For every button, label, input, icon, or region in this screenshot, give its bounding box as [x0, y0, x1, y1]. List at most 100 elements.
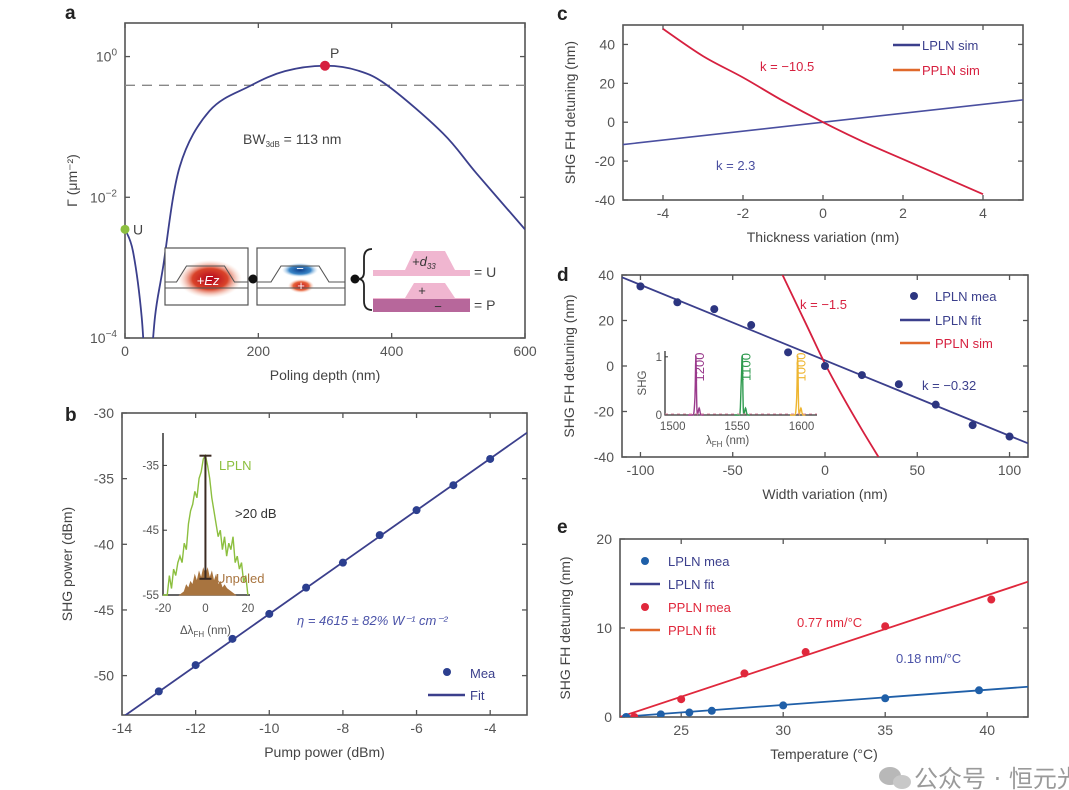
poled-layer	[373, 299, 470, 312]
lpln-fit-line	[622, 276, 1028, 445]
poled-minus: −	[434, 299, 442, 314]
ppln-sim-line	[781, 275, 880, 457]
ridge-outline	[257, 265, 345, 283]
y-tick-label: 10	[596, 620, 612, 636]
y-axis-label: SHG FH detuning (nm)	[557, 556, 573, 699]
x-tick-label: 35	[877, 722, 893, 738]
product-dot	[350, 274, 360, 284]
lpln-spectrum	[163, 453, 249, 596]
legend-marker	[641, 603, 649, 611]
inset-y-tick-label: -55	[142, 590, 159, 602]
inset-y-tick-label: -45	[142, 525, 159, 537]
inset-x-tick-label: 20	[241, 603, 254, 615]
x-tick-label: 200	[247, 343, 271, 359]
measured-point	[302, 583, 311, 592]
lpln-label: LPLN	[219, 458, 252, 473]
lpln-measured-point	[707, 706, 716, 715]
y-tick-label: 20	[599, 75, 615, 91]
gamma-curve	[125, 229, 145, 338]
eq-u-label: = U	[474, 264, 496, 280]
measured-point	[894, 380, 903, 389]
inset-x-tick-label: 0	[202, 603, 208, 615]
shg-peak-1000	[789, 355, 806, 416]
y-tick-label: 40	[599, 36, 615, 52]
ppln-fit-line	[620, 580, 1028, 717]
y-axis-label: SHG power (dBm)	[59, 507, 75, 621]
watermark-text: 公众号 · 恒元光电	[914, 765, 1069, 790]
lpln-measured-point	[881, 694, 890, 703]
inset-y-axis-label: SHG	[637, 370, 649, 395]
measured-point	[191, 661, 200, 670]
measured-point	[265, 609, 274, 618]
measured-point	[673, 298, 682, 307]
x-tick-label: 4	[979, 205, 987, 221]
unpoled-waveguide	[373, 251, 470, 276]
gamma-curve	[152, 64, 525, 338]
axes-frame	[121, 412, 528, 716]
efficiency-annotation: η = 4615 ± 82% W⁻¹ cm⁻²	[297, 613, 448, 628]
peak-label-1100: 1100	[738, 353, 753, 381]
peak-label-1200: 1200	[692, 353, 707, 382]
marker-label-U: U	[133, 221, 143, 237]
y-tick-label: 10−4	[90, 329, 117, 346]
product-dot	[248, 274, 258, 284]
y-axis-label: SHG FH detuning (nm)	[562, 41, 578, 184]
y-tick-label: -20	[594, 404, 614, 420]
x-axis-label: Temperature (°C)	[770, 746, 878, 762]
lpln-slope-label: 0.18 nm/°C	[896, 651, 961, 666]
x-tick-label: 40	[979, 722, 995, 738]
x-tick-label: 600	[513, 343, 537, 359]
measured-point	[375, 531, 384, 540]
watermark: 公众号 · 恒元光电	[879, 765, 1069, 790]
y-axis-label: SHG FH detuning (nm)	[561, 294, 577, 437]
panel-label-d: d	[557, 265, 569, 286]
y-tick-label: -40	[594, 449, 614, 465]
ppln-slope-label: k = −1.5	[800, 297, 847, 312]
legend-ppln-label: PPLN sim	[922, 63, 980, 78]
measured-point	[784, 348, 793, 357]
y-tick-label: 10−2	[90, 188, 117, 205]
plus-label: +	[297, 278, 305, 293]
d33-label: +d33	[412, 254, 436, 271]
ppln-measured-point	[881, 622, 890, 631]
measured-point	[636, 282, 645, 291]
panel-d: -100 -50 0 50 100 -40 -20 0 20 40 Width variation …	[561, 267, 1029, 502]
x-tick-label: 2	[899, 205, 907, 221]
positive-field-lobe	[288, 279, 314, 293]
inset-shg-spectra: 1500 1550 1600 0 1 SHG λFH (nm) 1200 1100 1000	[637, 351, 817, 449]
legend-label: PPLN mea	[668, 600, 732, 615]
y-axis-label: Γ (μm⁻²)	[64, 154, 80, 207]
inset-y-tick-label: 0	[656, 410, 662, 422]
measured-point	[710, 305, 719, 314]
measured-point	[1005, 432, 1014, 441]
y-tick-label: 100	[96, 48, 118, 65]
panel-a: 0 200 400 600 10−4 10−2 100 Poling depth (nm) Γ …	[64, 22, 537, 383]
x-tick-label: -4	[657, 205, 670, 221]
ppln-slope-label: k = −10.5	[760, 59, 814, 74]
wechat-icon-bubble	[893, 775, 911, 789]
x-tick-label: 400	[380, 343, 404, 359]
peak-label-1000: 1000	[794, 353, 809, 382]
y-tick-label: 20	[598, 313, 614, 329]
brace	[357, 248, 373, 311]
y-tick-label: 0	[607, 114, 615, 130]
x-tick-label: -10	[259, 720, 279, 736]
inset-spectrum: -20 0 20 -55 -45 -35 ΔλFH (nm) LPLN >20 dB Unpole…	[142, 433, 277, 639]
x-tick-label: 100	[998, 462, 1022, 478]
measured-point	[228, 634, 237, 643]
inset-y-tick-label: -35	[142, 460, 159, 472]
x-tick-label: -12	[186, 720, 206, 736]
inset-x-tick-label: 1500	[660, 421, 686, 433]
legend-fit-label: Fit	[470, 688, 485, 703]
y-tick-label: -40	[94, 536, 114, 552]
eq-p-label: = P	[474, 297, 495, 313]
mode-schematic: +Ez−++d33 = U+− = P	[164, 247, 496, 314]
shg-peak-1100	[734, 355, 751, 416]
y-tick-label: -40	[595, 192, 615, 208]
x-tick-label: -8	[337, 720, 350, 736]
inset-x-axis-label: ΔλFH (nm)	[180, 625, 231, 639]
y-tick-label: -50	[94, 668, 114, 684]
panel-e: 25 30 35 40 0 10 20 Temperature (°C) SHG FH detu…	[557, 531, 1029, 762]
legend-label: LPLN fit	[668, 577, 715, 592]
axes-frame	[124, 22, 526, 339]
